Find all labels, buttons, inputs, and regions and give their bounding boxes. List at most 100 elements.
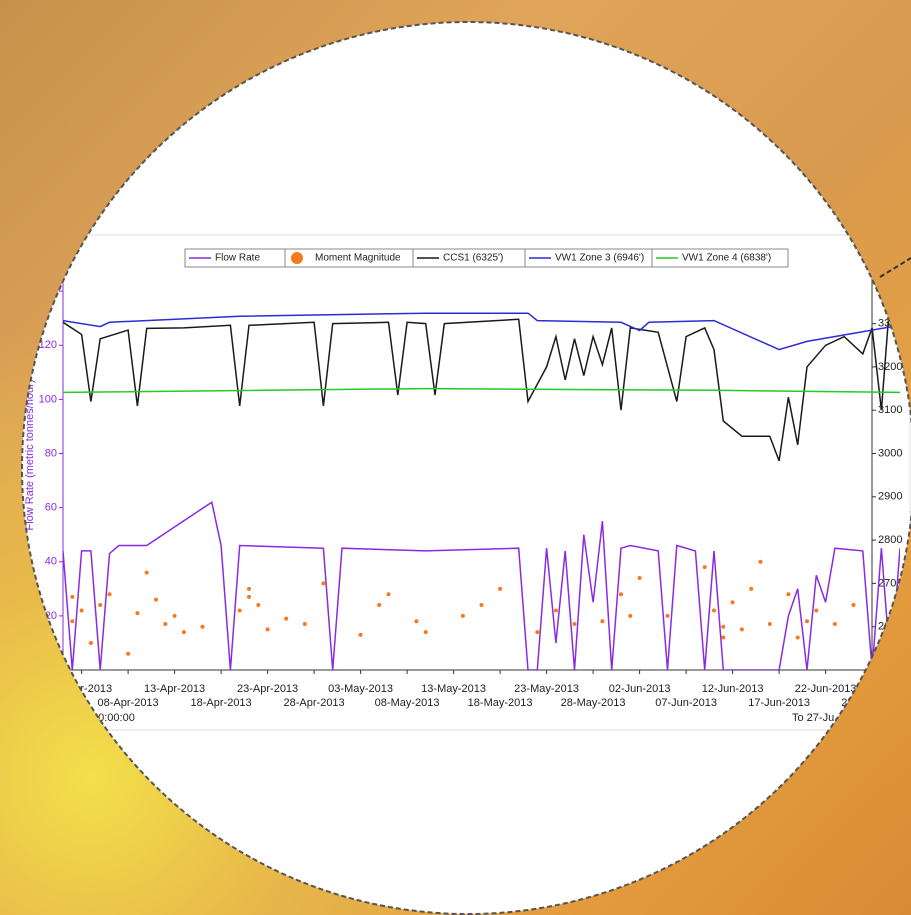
y-tick-label: 0 <box>51 664 57 676</box>
scatter-point <box>721 624 726 629</box>
scatter-point <box>721 635 726 640</box>
scatter-point <box>144 570 149 575</box>
scatter-point <box>572 621 577 626</box>
series-line <box>63 500 900 670</box>
scatter-point <box>739 627 744 632</box>
legend-marker <box>291 252 303 264</box>
scatter-point <box>460 613 465 618</box>
scatter-point <box>628 613 633 618</box>
y-tick-label: 60 <box>45 502 57 514</box>
x-tick-label: 13-Apr-2013 <box>144 683 205 695</box>
x-tick-label: 18-May-2013 <box>468 697 533 709</box>
plot-area <box>63 290 900 670</box>
scatter-point <box>712 608 716 613</box>
scatter-point <box>200 624 205 629</box>
scatter-point <box>786 592 791 597</box>
scatter-point <box>377 603 382 608</box>
scatter-point <box>637 575 642 580</box>
scatter-point <box>256 603 261 608</box>
pointer-line <box>879 257 911 278</box>
y2-tick-label: 3200 <box>878 361 902 373</box>
x-tick-label: 13-May-2013 <box>421 683 486 695</box>
scatter-point <box>414 619 419 624</box>
scatter-point <box>107 592 112 597</box>
x-tick-label: 22-Jun-2013 <box>795 683 857 695</box>
y-tick-label: 100 <box>39 393 57 405</box>
scatter-point <box>814 608 819 613</box>
x-tick-label: 08-Apr-2013 <box>98 697 159 709</box>
x-tick-label: 03-May-2013 <box>328 683 393 695</box>
scatter-point <box>284 616 289 621</box>
scatter-point <box>767 621 772 626</box>
scatter-point <box>358 632 363 637</box>
scatter-point <box>302 621 307 626</box>
scatter-point <box>386 592 391 597</box>
y-tick-label: 120 <box>39 339 57 351</box>
scatter-point <box>265 627 270 632</box>
scatter-point <box>535 630 540 635</box>
scatter-point <box>126 651 131 656</box>
scatter-point <box>730 600 735 605</box>
legend-label: CCS1 (6325') <box>443 253 503 264</box>
scatter-point <box>135 611 140 616</box>
scatter-point <box>154 597 158 602</box>
y-tick-label: 80 <box>45 447 57 459</box>
series-line <box>63 290 900 462</box>
scatter-point <box>181 630 186 635</box>
y2-tick-label: 3000 <box>878 447 902 459</box>
scatter-point <box>749 586 754 591</box>
scatter-point <box>758 559 763 564</box>
legend: Flow Rate Moment Magnitude CCS1 (6325') VW1… <box>184 248 789 268</box>
y2-tick-label: 2900 <box>878 491 902 503</box>
y2-tick-label: 2600 <box>878 621 902 633</box>
scatter-point <box>619 592 623 597</box>
y2-tick-label: 2800 <box>878 534 902 546</box>
x-tick-label: 07-Jun-2013 <box>655 697 717 709</box>
x-tick-label: 17-Jun-2013 <box>748 697 810 709</box>
legend-label: VW1 Zone 3 (6946') <box>555 253 644 264</box>
scatter-point <box>795 635 800 640</box>
scatter-point <box>237 608 242 613</box>
y-tick-label: 140 <box>39 285 57 297</box>
x-tick-label: 23-Apr-2013 <box>237 683 298 695</box>
scatter-point <box>553 608 558 613</box>
y-axis-title: Flow Rate (metric tonnes/hour) <box>24 380 36 531</box>
scatter-point <box>665 613 670 618</box>
scatter-point <box>423 630 428 635</box>
series-line <box>63 312 900 351</box>
scatter-point <box>600 619 605 624</box>
range-end: To 27-Ju <box>792 712 834 724</box>
y2-tick-label: 3100 <box>878 404 902 416</box>
scatter-point <box>832 621 837 626</box>
x-tick-label: 12-Jun-2013 <box>702 683 764 695</box>
scatter-point <box>479 603 484 608</box>
legend-cell <box>651 248 789 268</box>
range-start: 00:00:00 <box>92 712 135 724</box>
scatter-point <box>70 594 75 599</box>
scatter-point <box>79 608 84 613</box>
scatter-point <box>88 640 93 645</box>
x-tick-label: 08-May-2013 <box>375 697 440 709</box>
chart-area: Flow Rate (metric tonnes/hour) 00:00:00 … <box>22 234 911 731</box>
lens-border <box>21 21 911 915</box>
scatter-point <box>805 619 809 624</box>
chart-frame <box>22 234 911 731</box>
x-tick-label: 28-Apr-2013 <box>284 697 345 709</box>
scatter-point <box>702 565 707 570</box>
legend-label: Flow Rate <box>215 253 260 264</box>
scatter-point <box>98 603 103 608</box>
scatter-point <box>163 621 168 626</box>
scatter-point <box>247 594 251 599</box>
legend-label: VW1 Zone 4 (6838') <box>682 253 771 264</box>
scatter-point <box>498 586 503 591</box>
scatter-point <box>321 581 326 586</box>
scatter-point <box>70 619 75 624</box>
x-tick-label: 23-May-2013 <box>514 683 579 695</box>
x-tick-label: 18-Apr-2013 <box>191 697 252 709</box>
legend-label: Moment Magnitude <box>315 253 401 264</box>
scatter-point <box>172 613 177 618</box>
scatter-point <box>851 603 856 608</box>
series-line <box>63 387 900 394</box>
